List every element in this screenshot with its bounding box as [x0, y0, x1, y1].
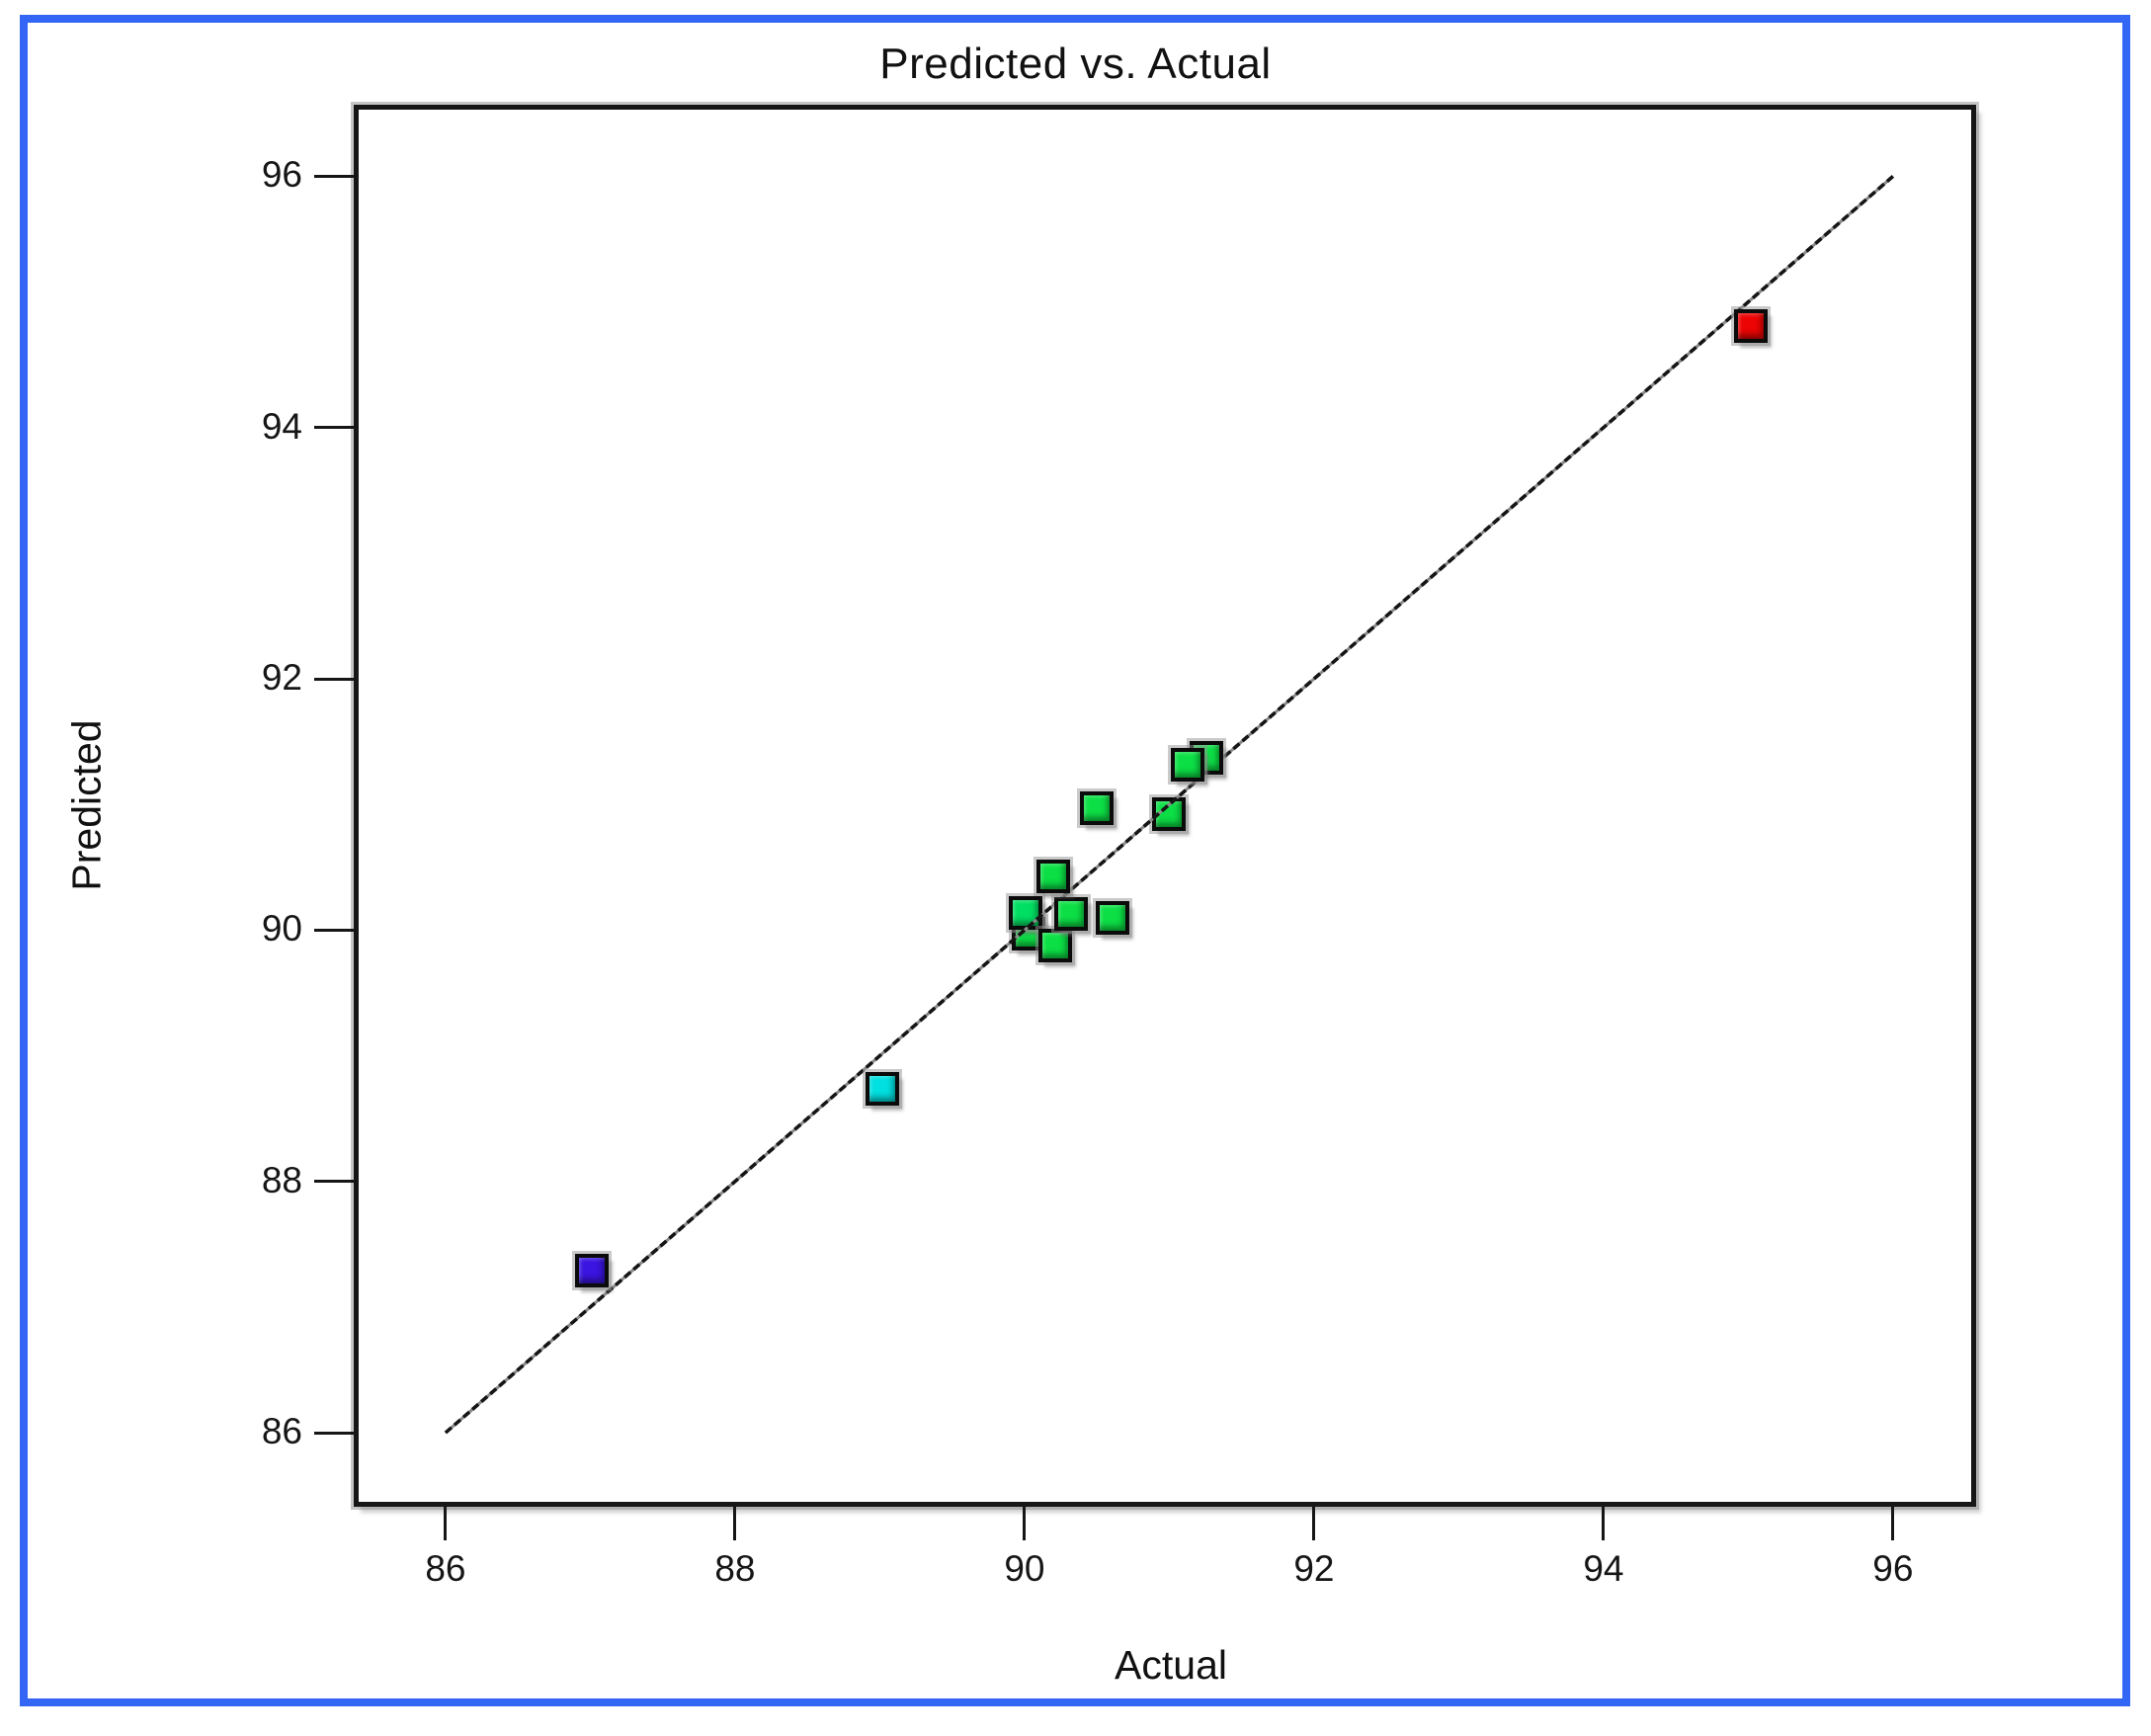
data-point-marker: [1080, 791, 1115, 826]
marker-bevel: [1058, 901, 1084, 927]
y-axis-tick-label: 94: [261, 405, 302, 447]
y-axis-tick-label: 96: [261, 154, 302, 196]
x-axis-tick-label: 92: [1293, 1548, 1335, 1589]
marker-bevel: [1084, 795, 1110, 821]
y-axis-tick: [314, 677, 354, 681]
diagonal-reference-line: [444, 175, 1895, 1435]
data-point-marker: [1096, 900, 1130, 935]
marker-bevel: [1042, 933, 1068, 958]
y-axis-label: Predicted: [63, 719, 110, 891]
plot-area: [359, 110, 1971, 1502]
data-point-marker: [1036, 859, 1071, 893]
marker-bevel: [1175, 752, 1200, 778]
x-axis-tick-label: 86: [425, 1548, 466, 1589]
marker-bevel: [1040, 864, 1066, 889]
y-axis-tick: [314, 174, 354, 178]
y-axis-tick-label: 92: [261, 657, 302, 699]
x-axis-tick-label: 88: [714, 1548, 756, 1589]
x-axis-tick-label: 90: [1004, 1548, 1045, 1589]
marker-bevel: [1738, 313, 1764, 339]
data-point-marker: [1053, 896, 1088, 931]
x-axis-tick: [444, 1507, 448, 1540]
y-axis-tick-label: 88: [261, 1159, 302, 1200]
y-axis-tick: [314, 1431, 354, 1435]
data-point-marker: [574, 1254, 609, 1287]
data-point-marker: [1037, 928, 1072, 962]
x-axis-tick: [1023, 1507, 1027, 1540]
y-axis-tick: [314, 426, 354, 430]
y-axis-tick-label: 86: [261, 1411, 302, 1452]
reference-line-underlay: [444, 175, 1894, 1435]
data-point-marker: [1734, 308, 1769, 343]
y-axis-tick-label: 90: [261, 908, 302, 950]
marker-bevel: [1100, 905, 1125, 931]
marker-bevel: [579, 1258, 605, 1283]
x-axis-tick: [1891, 1507, 1895, 1540]
y-axis-tick: [314, 1180, 354, 1184]
y-axis-tick: [314, 928, 354, 932]
reference-line-svg: [444, 175, 1895, 1435]
x-axis-tick-label: 94: [1583, 1548, 1624, 1589]
data-point-marker: [1171, 747, 1205, 782]
chart-title: Predicted vs. Actual: [879, 40, 1272, 88]
x-axis-label: Actual: [1115, 1642, 1227, 1688]
x-axis-tick: [1312, 1507, 1316, 1540]
marker-bevel: [869, 1076, 895, 1102]
x-axis-tick: [1602, 1507, 1606, 1540]
x-axis-tick-label: 96: [1872, 1548, 1914, 1589]
data-point-marker: [866, 1071, 900, 1106]
x-axis-tick: [733, 1507, 737, 1540]
